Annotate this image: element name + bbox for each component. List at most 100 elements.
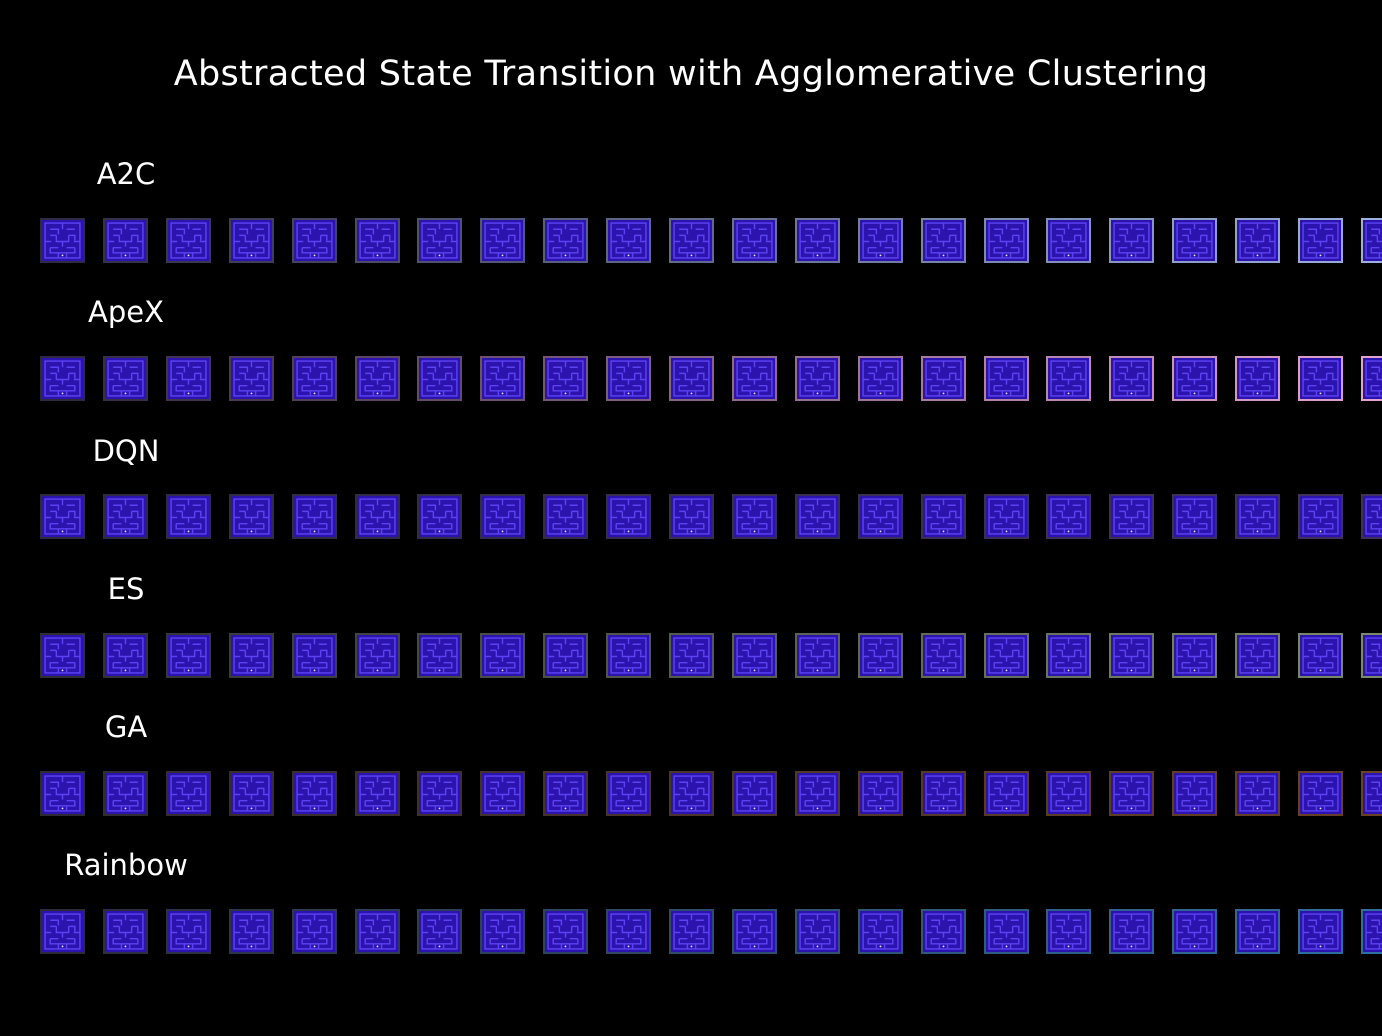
state-frame: [606, 356, 652, 401]
state-frame: [606, 771, 652, 816]
state-frame: [40, 909, 85, 954]
state-frame: [228, 633, 274, 678]
state-frame: [1235, 494, 1281, 539]
state-frame: [669, 909, 714, 954]
state-frame: [794, 633, 840, 678]
state-frame: [417, 494, 463, 539]
state-frame: [983, 909, 1029, 954]
frame-strip-es: [0, 633, 1382, 679]
state-frame: [165, 771, 211, 816]
state-frame: [794, 356, 840, 401]
state-frame: [1172, 633, 1218, 678]
state-frame: [669, 771, 714, 816]
state-frame: [228, 909, 274, 954]
state-frame: [40, 218, 85, 263]
state-frame: [228, 218, 274, 263]
state-frame: [920, 771, 966, 816]
state-frame: [165, 218, 211, 263]
state-frame: [40, 633, 85, 678]
figure-title: Abstracted State Transition with Agglome…: [173, 54, 1209, 94]
state-frame: [480, 356, 526, 401]
frame-strip-a2c: [0, 218, 1382, 264]
state-frame: [354, 356, 400, 401]
state-frame: [1172, 771, 1218, 816]
state-frame: [40, 771, 85, 816]
state-frame: [983, 771, 1029, 816]
state-frame: [857, 494, 903, 539]
frame-strip-apex: [0, 356, 1382, 402]
state-frame: [731, 356, 777, 401]
state-frame: [606, 218, 652, 263]
state-frame: [291, 909, 337, 954]
row-label-apex: ApeX: [88, 295, 164, 329]
state-frame: [920, 218, 966, 263]
state-frame: [669, 494, 714, 539]
state-frame: [417, 633, 463, 678]
state-frame: [983, 356, 1029, 401]
state-frame: [291, 356, 337, 401]
state-frame: [1235, 771, 1281, 816]
state-frame: [1298, 771, 1343, 816]
state-frame: [794, 909, 840, 954]
state-frame: [543, 909, 589, 954]
state-frame: [165, 633, 211, 678]
state-frame: [920, 494, 966, 539]
state-frame: [1109, 494, 1155, 539]
frame-strip-dqn: [0, 494, 1382, 540]
state-frame: [606, 909, 652, 954]
state-frame: [543, 356, 589, 401]
state-frame: [731, 218, 777, 263]
state-frame: [354, 909, 400, 954]
state-frame: [983, 494, 1029, 539]
state-frame: [920, 909, 966, 954]
state-frame: [1360, 356, 1382, 401]
state-frame: [480, 909, 526, 954]
state-frame: [102, 218, 148, 263]
state-frame: [1235, 218, 1281, 263]
state-frame: [1109, 218, 1155, 263]
state-frame: [606, 494, 652, 539]
state-frame: [669, 633, 714, 678]
state-frame: [228, 771, 274, 816]
state-frame: [731, 494, 777, 539]
state-frame: [417, 771, 463, 816]
state-frame: [1046, 771, 1092, 816]
state-frame: [1046, 218, 1092, 263]
state-frame: [165, 494, 211, 539]
state-frame: [165, 356, 211, 401]
state-frame: [920, 356, 966, 401]
row-label-ga: GA: [104, 710, 148, 744]
state-frame: [794, 494, 840, 539]
state-frame: [543, 771, 589, 816]
state-frame: [920, 633, 966, 678]
frame-strip-ga: [0, 771, 1382, 817]
state-frame: [1046, 909, 1092, 954]
state-frame: [480, 494, 526, 539]
state-frame: [1360, 218, 1382, 263]
state-frame: [354, 771, 400, 816]
state-frame: [857, 909, 903, 954]
state-frame: [102, 356, 148, 401]
row-label-dqn: DQN: [92, 434, 160, 468]
state-frame: [1360, 771, 1382, 816]
state-frame: [1360, 633, 1382, 678]
state-frame: [1298, 494, 1343, 539]
state-frame: [354, 494, 400, 539]
state-frame: [1109, 771, 1155, 816]
state-frame: [228, 356, 274, 401]
state-frame: [480, 771, 526, 816]
state-frame: [1172, 909, 1218, 954]
state-frame: [40, 494, 85, 539]
state-frame: [417, 909, 463, 954]
state-frame: [983, 633, 1029, 678]
state-frame: [1298, 909, 1343, 954]
state-frame: [102, 909, 148, 954]
state-frame: [1172, 356, 1218, 401]
state-frame: [543, 218, 589, 263]
state-frame: [102, 633, 148, 678]
state-frame: [354, 633, 400, 678]
state-frame: [606, 633, 652, 678]
state-frame: [731, 633, 777, 678]
state-frame: [857, 771, 903, 816]
frame-strip-rainbow: [0, 909, 1382, 955]
